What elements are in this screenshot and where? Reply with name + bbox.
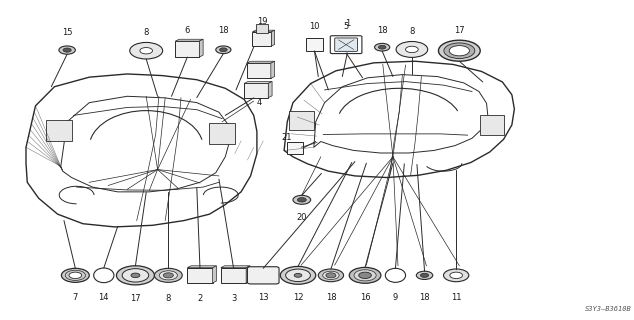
Text: 11: 11 [451, 293, 462, 302]
Text: 18: 18 [326, 293, 336, 302]
Circle shape [159, 271, 178, 280]
Circle shape [420, 273, 429, 277]
Polygon shape [268, 82, 272, 98]
Text: 7: 7 [73, 292, 78, 301]
Bar [306, 38, 323, 51]
Circle shape [318, 269, 344, 282]
Text: 5: 5 [344, 22, 349, 31]
Circle shape [216, 46, 231, 53]
Circle shape [359, 272, 372, 278]
Circle shape [323, 271, 339, 279]
Polygon shape [252, 30, 275, 32]
Text: 16: 16 [359, 293, 370, 302]
Polygon shape [244, 82, 272, 84]
Circle shape [130, 43, 163, 59]
Text: 18: 18 [377, 26, 387, 35]
FancyBboxPatch shape [330, 36, 362, 53]
Text: 8: 8 [165, 294, 171, 303]
Text: 8: 8 [143, 28, 149, 37]
FancyBboxPatch shape [175, 41, 199, 57]
FancyBboxPatch shape [335, 38, 358, 51]
Bar [287, 141, 303, 154]
Text: 12: 12 [293, 293, 303, 302]
Circle shape [61, 268, 89, 282]
Circle shape [417, 271, 433, 279]
Circle shape [59, 46, 75, 54]
Text: S3Y3—B3610B: S3Y3—B3610B [585, 306, 632, 312]
Text: 3: 3 [231, 294, 236, 303]
Circle shape [450, 272, 462, 278]
Circle shape [131, 273, 140, 277]
FancyBboxPatch shape [244, 84, 268, 98]
FancyBboxPatch shape [288, 111, 314, 130]
Circle shape [326, 273, 336, 278]
Text: 18: 18 [419, 293, 430, 302]
Circle shape [396, 42, 428, 57]
Text: 13: 13 [258, 293, 269, 302]
Circle shape [375, 44, 390, 51]
FancyBboxPatch shape [480, 116, 504, 134]
Text: 15: 15 [62, 28, 72, 37]
Polygon shape [247, 61, 275, 63]
Circle shape [450, 46, 469, 56]
Circle shape [219, 48, 227, 52]
Text: 2: 2 [197, 294, 203, 303]
Circle shape [293, 196, 311, 204]
Polygon shape [199, 39, 203, 57]
Circle shape [444, 269, 469, 282]
Text: 8: 8 [409, 27, 415, 36]
Circle shape [354, 270, 376, 281]
Text: 9: 9 [393, 293, 398, 302]
Circle shape [444, 43, 475, 59]
Text: 14: 14 [98, 292, 109, 301]
Text: 21: 21 [281, 132, 292, 141]
Text: 10: 10 [309, 22, 320, 31]
Circle shape [63, 48, 71, 52]
Polygon shape [187, 266, 216, 268]
Polygon shape [212, 266, 216, 283]
Circle shape [286, 269, 311, 282]
FancyBboxPatch shape [256, 24, 268, 33]
Circle shape [439, 40, 480, 61]
FancyBboxPatch shape [247, 63, 271, 78]
Circle shape [378, 45, 386, 49]
Polygon shape [175, 39, 203, 41]
Circle shape [122, 269, 149, 282]
Circle shape [406, 46, 418, 52]
FancyBboxPatch shape [252, 32, 271, 46]
Text: 6: 6 [184, 26, 190, 35]
Text: 17: 17 [454, 27, 465, 36]
Circle shape [280, 267, 316, 284]
Circle shape [349, 268, 381, 283]
Polygon shape [271, 30, 275, 46]
Circle shape [164, 273, 173, 278]
Polygon shape [246, 266, 250, 283]
Text: 4: 4 [256, 98, 261, 107]
Text: 20: 20 [297, 213, 307, 222]
Circle shape [294, 273, 302, 277]
Text: 18: 18 [218, 27, 229, 36]
FancyBboxPatch shape [187, 268, 212, 283]
Circle shape [69, 272, 82, 278]
Circle shape [297, 197, 306, 202]
Circle shape [117, 266, 155, 285]
FancyBboxPatch shape [209, 123, 235, 144]
Circle shape [140, 48, 153, 54]
FancyBboxPatch shape [221, 268, 246, 283]
FancyBboxPatch shape [46, 120, 72, 141]
Text: 1: 1 [345, 19, 350, 28]
Polygon shape [221, 266, 250, 268]
FancyBboxPatch shape [247, 267, 279, 284]
Text: 17: 17 [130, 294, 141, 303]
Text: 19: 19 [257, 17, 267, 26]
Circle shape [155, 268, 182, 282]
Polygon shape [271, 61, 275, 78]
